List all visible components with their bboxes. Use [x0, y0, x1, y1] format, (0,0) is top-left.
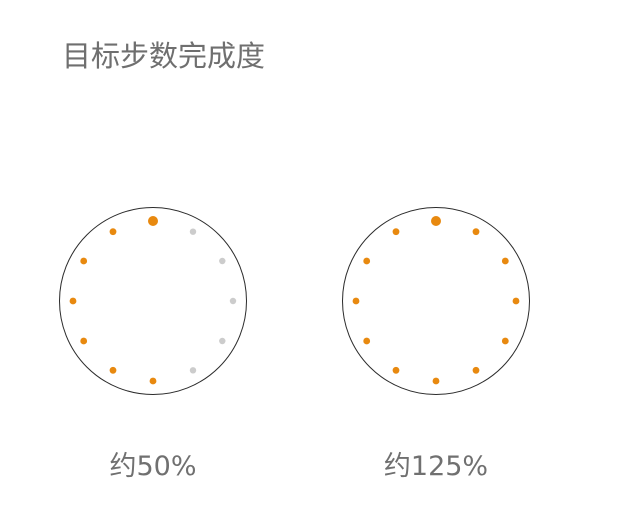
progress-dot-active [109, 366, 117, 374]
progress-dot-active [392, 228, 400, 236]
dial-dots [69, 216, 237, 385]
progress-dot-active [392, 366, 400, 374]
progress-dot-active [148, 216, 158, 226]
progress-dot-active [431, 216, 441, 226]
progress-dot-active [472, 366, 480, 374]
progress-dot-inactive [229, 297, 237, 305]
progress-dial-50 [59, 207, 247, 395]
dial-ring [342, 207, 530, 395]
progress-dot-active [512, 297, 520, 305]
progress-dot-active [352, 297, 360, 305]
progress-dot-active [501, 337, 509, 345]
progress-dot-inactive [189, 367, 197, 374]
progress-dot-inactive [219, 257, 226, 265]
progress-dot-active [472, 228, 480, 236]
progress-dot-active [363, 337, 371, 345]
progress-dot-active [109, 228, 117, 236]
caption-125: 约125% [383, 451, 489, 482]
progress-dot-inactive [219, 337, 226, 345]
progress-dot-active [69, 297, 77, 305]
progress-dot-active [363, 257, 371, 265]
progress-dot-active [501, 257, 509, 265]
dial-dots [352, 216, 520, 385]
dial-ring [59, 207, 247, 395]
caption-50: 约50% [109, 451, 197, 482]
progress-dot-active [149, 377, 157, 385]
progress-dial-125 [342, 207, 530, 395]
progress-dot-active [80, 337, 88, 345]
progress-dot-active [432, 377, 440, 385]
progress-dot-active [80, 257, 88, 265]
progress-dot-inactive [189, 228, 197, 235]
page-title: 目标步数完成度 [62, 39, 266, 73]
